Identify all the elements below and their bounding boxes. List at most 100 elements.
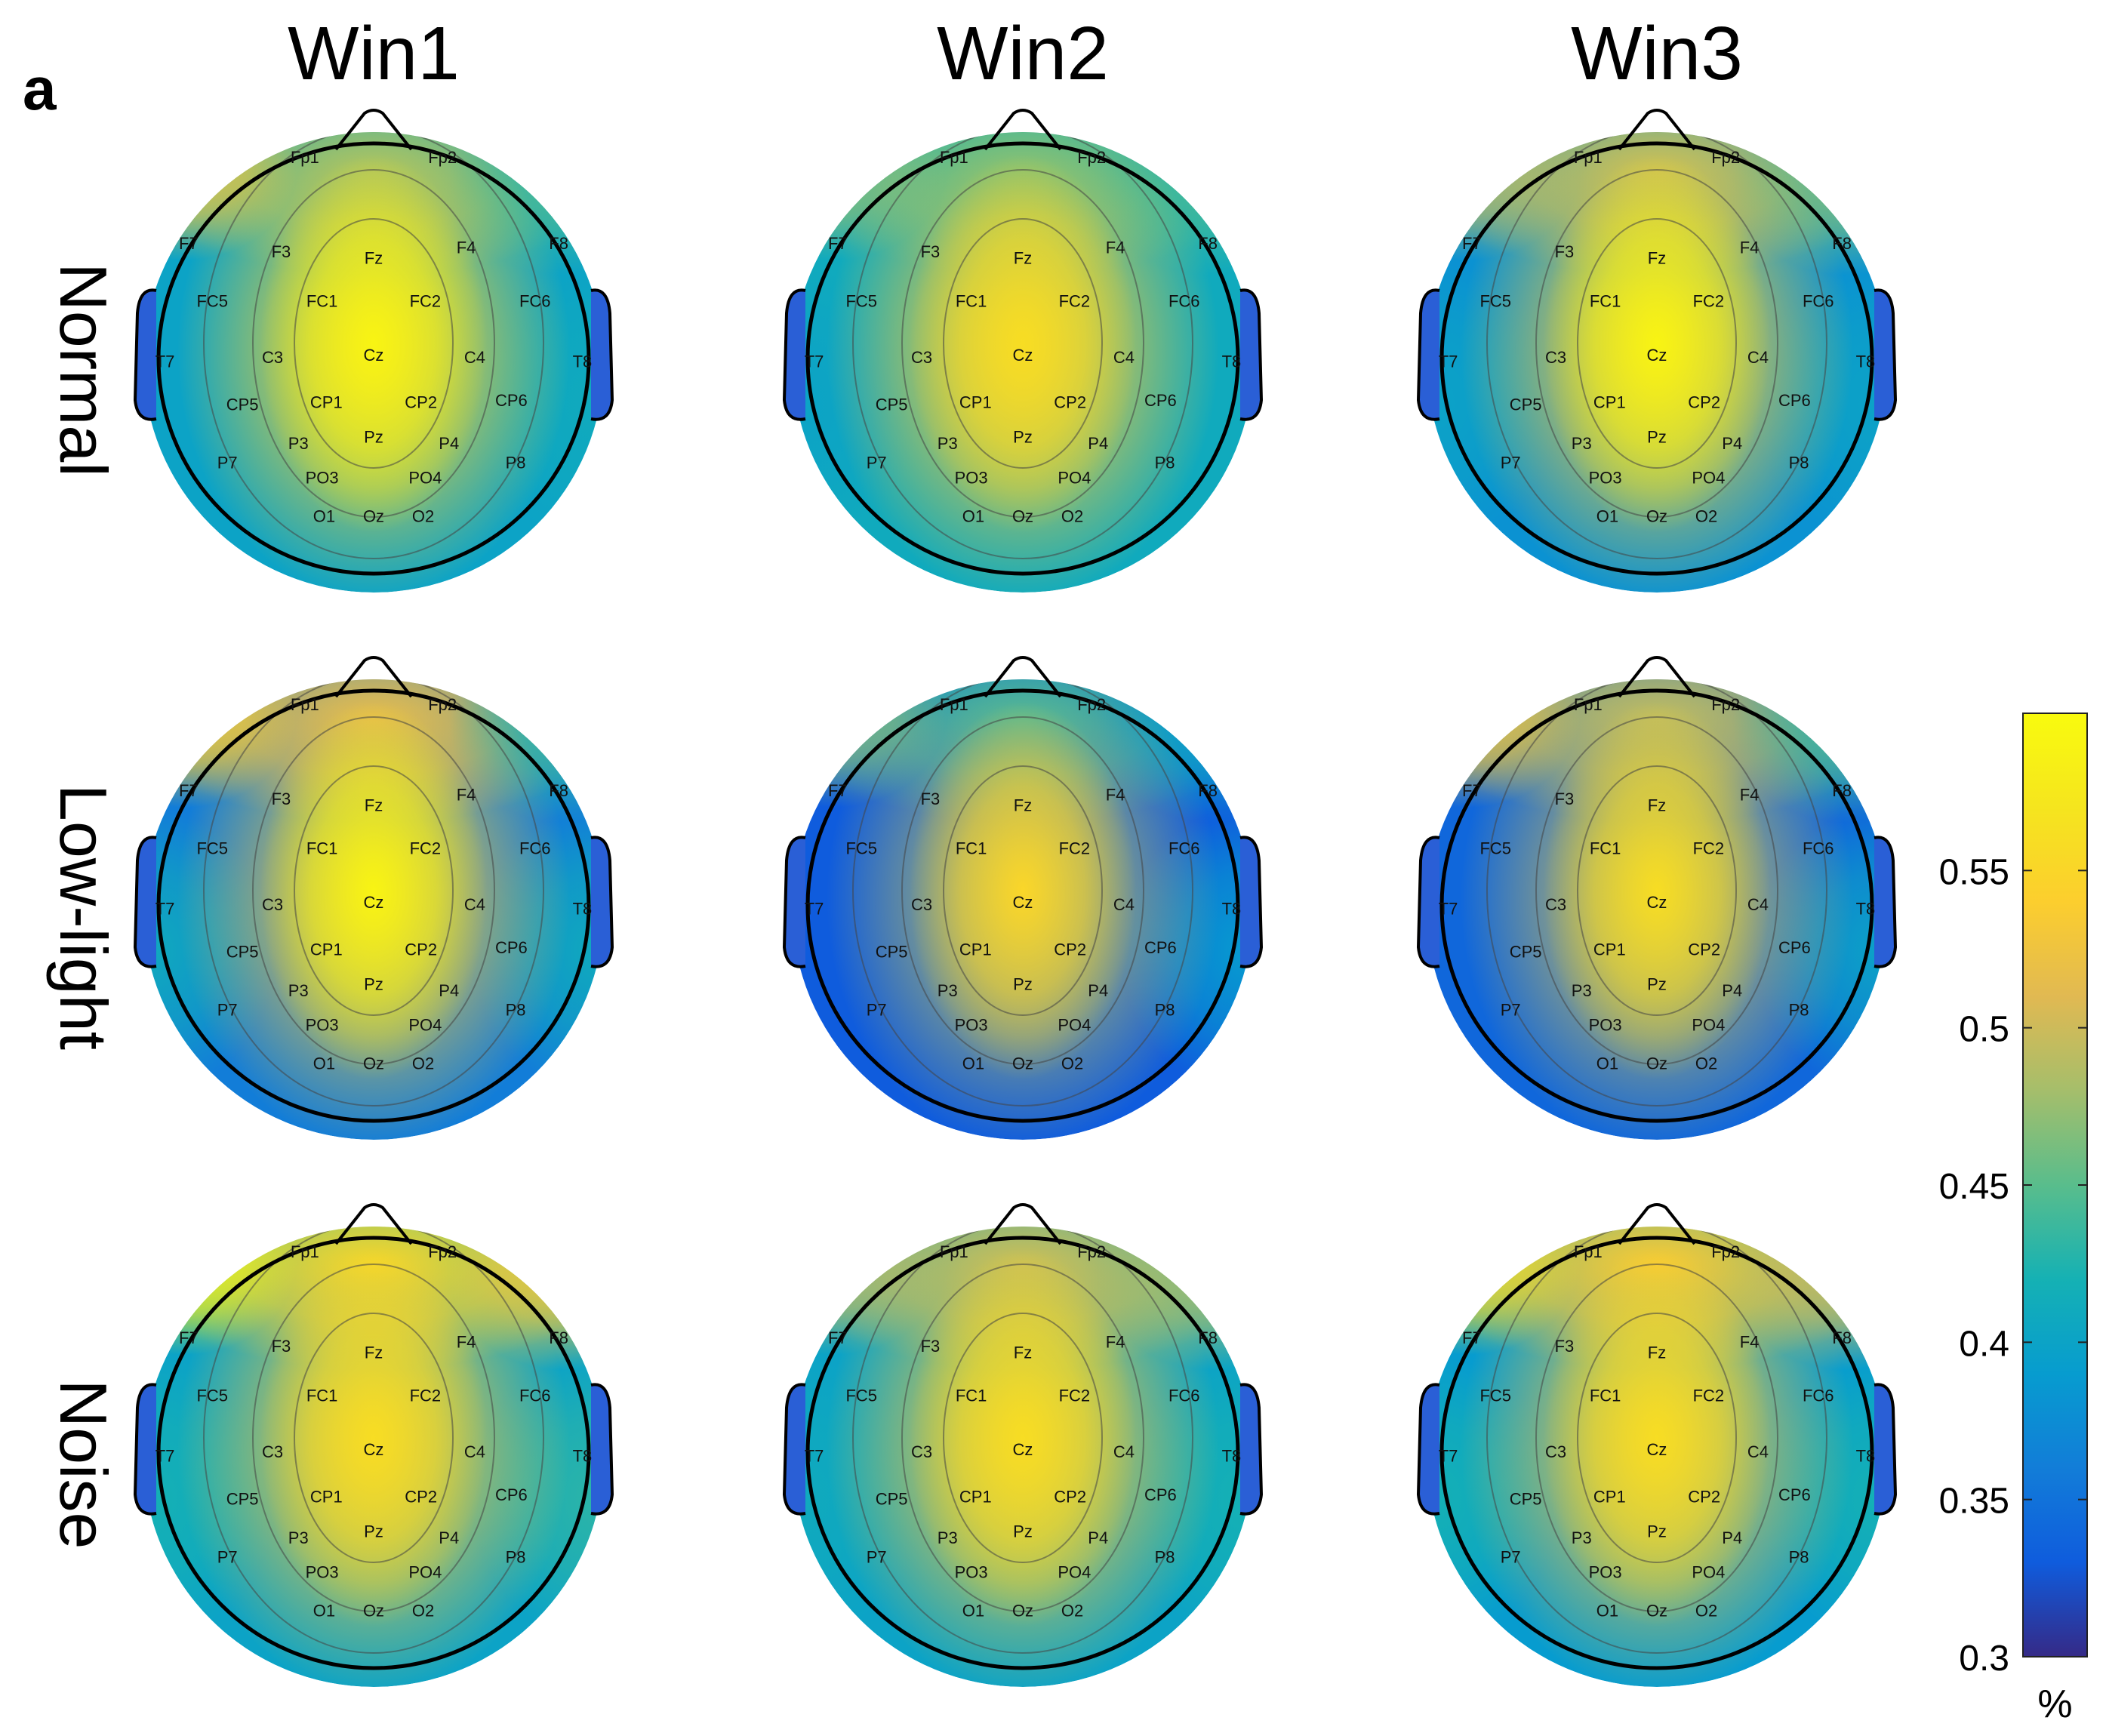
electrode-label: O1	[1596, 507, 1618, 526]
electrode-label: PO4	[1058, 1015, 1091, 1034]
electrode-label: FC1	[1590, 839, 1621, 858]
electrode-label: F3	[921, 790, 941, 808]
electrode-label: PO3	[955, 1562, 988, 1581]
electrode-label: F4	[457, 1332, 476, 1351]
topomap: Fp1 Fp2 F7 F3 Fz F4 F8 FC5 FC1 FC2 FC6 T7 C3 Cz C4 T8 CP…	[1416, 109, 1898, 593]
electrode-label: FC2	[410, 1387, 442, 1405]
colorbar-tick-label: 0.5	[1959, 1010, 2009, 1050]
electrode-label: O1	[962, 1602, 984, 1621]
electrode-label: Fp1	[291, 148, 319, 167]
electrode-label: F3	[272, 242, 291, 261]
electrode-label: P4	[1722, 1528, 1742, 1547]
electrode-label: Pz	[1013, 427, 1033, 446]
electrode-label: FC5	[196, 839, 228, 858]
electrode-label: CP2	[1688, 1488, 1720, 1507]
electrode-label: CP6	[1778, 1485, 1811, 1504]
electrode-label: Cz	[1647, 893, 1667, 912]
electrode-label: C4	[464, 348, 485, 367]
electrode-label: Fp2	[1077, 148, 1106, 167]
electrode-label: F8	[1832, 1328, 1852, 1347]
electrode-label: Fp2	[428, 148, 457, 167]
electrode-label: P8	[1155, 453, 1175, 472]
electrode-label: Fz	[1648, 1344, 1666, 1362]
electrode-label: C3	[1545, 1442, 1566, 1461]
electrode-label: Pz	[1013, 974, 1033, 993]
electrode-label: T8	[1222, 1447, 1242, 1466]
electrode-label: P3	[1572, 981, 1592, 1000]
electrode-label: Fp1	[1574, 148, 1603, 167]
electrode-label: P4	[1088, 434, 1108, 453]
electrode-label: C3	[1545, 348, 1566, 367]
electrode-label: Fp1	[940, 695, 968, 714]
electrode-label: T7	[155, 1447, 175, 1466]
electrode-label: T7	[805, 1447, 824, 1466]
electrode-label: P3	[288, 981, 309, 1000]
row-labels: Normal Low-light Noise	[46, 263, 121, 1549]
electrode-label: Fp2	[1711, 1242, 1740, 1261]
electrode-label: F3	[1555, 790, 1575, 808]
electrode-label: CP2	[1054, 1488, 1086, 1507]
electrode-label: CP1	[1593, 393, 1626, 412]
electrode-label: P8	[1789, 1547, 1809, 1566]
electrode-label: Oz	[1646, 507, 1667, 526]
electrode-label: FC1	[956, 292, 987, 311]
colorbar-unit: %	[2037, 1682, 2072, 1726]
electrode-label: Oz	[1646, 1602, 1667, 1621]
electrode-label: C3	[911, 348, 932, 367]
electrode-label: Fz	[365, 1344, 383, 1362]
electrode-label: T8	[1222, 352, 1242, 371]
electrode-label: CP2	[405, 1488, 437, 1507]
electrode-label: F4	[457, 238, 476, 257]
electrode-label: FC2	[1693, 1387, 1725, 1405]
electrode-label: Pz	[364, 1522, 383, 1541]
electrode-label: FC1	[956, 839, 987, 858]
electrode-label: Fp2	[428, 1242, 457, 1261]
colorbar-tick-label: 0.3	[1959, 1639, 2009, 1679]
electrode-label: O1	[313, 507, 335, 526]
electrode-label: P7	[217, 1000, 238, 1019]
electrode-label: P3	[288, 434, 309, 453]
electrode-label: Fp1	[291, 1242, 319, 1261]
topomap-grid: Fp1 Fp2 F7 F3 Fz F4 F8 FC5 FC1 FC2 FC6 T7 C3 Cz C4 T8 CP…	[133, 109, 1898, 1687]
electrode-label: P8	[1155, 1547, 1175, 1566]
electrode-label: C4	[1747, 348, 1769, 367]
electrode-label: Cz	[1013, 1440, 1033, 1459]
electrode-label: CP6	[495, 938, 528, 957]
electrode-label: F8	[549, 1328, 568, 1347]
electrode-label: PO4	[1058, 1562, 1091, 1581]
electrode-label: CP6	[1144, 1485, 1177, 1504]
electrode-label: Fz	[365, 249, 383, 268]
electrode-label: O2	[1061, 1054, 1083, 1073]
electrode-label: CP5	[876, 943, 908, 962]
electrode-label: P7	[217, 453, 238, 472]
electrode-label: PO4	[1692, 468, 1725, 487]
electrode-label: P8	[1789, 453, 1809, 472]
electrode-label: Cz	[1647, 1440, 1667, 1459]
electrode-label: F7	[179, 234, 199, 253]
topomap: Fp1 Fp2 F7 F3 Fz F4 F8 FC5 FC1 FC2 FC6 T7 C3 Cz C4 T8 CP…	[782, 109, 1264, 593]
electrode-label: FC1	[306, 1387, 338, 1405]
electrode-label: PO3	[955, 1015, 988, 1034]
electrode-label: F7	[828, 781, 848, 800]
electrode-label: F3	[272, 790, 291, 808]
electrode-label: T7	[1439, 900, 1458, 919]
electrode-label: O2	[412, 507, 434, 526]
electrode-label: P3	[938, 981, 958, 1000]
electrode-label: T8	[1856, 900, 1876, 919]
electrode-label: PO4	[408, 1015, 442, 1034]
electrode-label: T7	[155, 352, 175, 371]
electrode-label: CP1	[959, 940, 992, 959]
electrode-label: Cz	[1013, 893, 1033, 912]
electrode-label: P7	[867, 453, 887, 472]
electrode-label: FC6	[1803, 1387, 1834, 1405]
electrode-label: PO4	[408, 1562, 442, 1581]
electrode-label: CP1	[959, 1488, 992, 1507]
electrode-label: P7	[867, 1547, 887, 1566]
electrode-label: Pz	[1647, 1522, 1667, 1541]
electrode-label: O2	[1061, 507, 1083, 526]
electrode-label: O2	[1695, 1602, 1717, 1621]
electrode-label: P4	[439, 1528, 459, 1547]
electrode-label: T8	[573, 900, 593, 919]
electrode-label: CP1	[959, 393, 992, 412]
electrode-label: CP5	[226, 943, 259, 962]
